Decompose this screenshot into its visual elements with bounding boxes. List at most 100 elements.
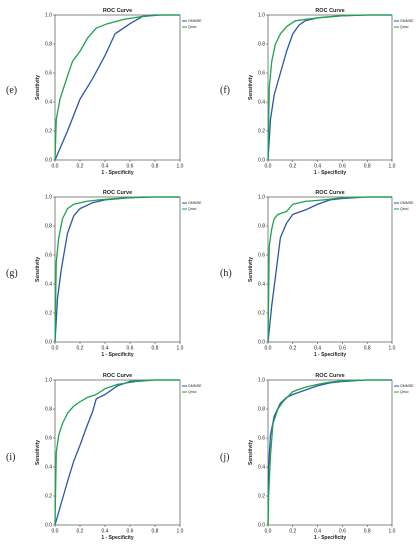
plot-frame xyxy=(54,196,181,343)
y-tick-label: 0.0 xyxy=(45,158,52,164)
y-tick-label: 0.8 xyxy=(45,42,52,48)
y-axis-label: Sensitivity xyxy=(35,75,41,100)
x-tick-label: 0.0 xyxy=(52,164,59,170)
legend-label: GMMSE xyxy=(400,19,414,23)
x-tick-label: 1.0 xyxy=(389,529,396,535)
x-tick-label: 0.6 xyxy=(127,529,134,535)
y-tick-label: 0.6 xyxy=(45,436,52,442)
chart-title: ROC Curve xyxy=(315,373,344,379)
panel-letter: (g) xyxy=(6,268,18,279)
y-tick-label: 1.0 xyxy=(45,378,52,384)
y-tick-label: 0.8 xyxy=(45,407,52,413)
y-tick-label: 0.4 xyxy=(258,100,265,106)
x-tick-label: 0.6 xyxy=(127,346,134,352)
y-tick-label: 0.8 xyxy=(258,407,265,413)
roc-panel: ROC Curve 0.0 0.2 0.4 0.6 0.8 1.0 0.0 0.2 0.4 0.6 0… xyxy=(6,190,202,358)
legend-label: Qmci xyxy=(400,25,409,29)
plot-frame xyxy=(54,14,181,161)
legend-label: GMMSE xyxy=(188,384,202,388)
panel-letter: (f) xyxy=(220,85,230,96)
legend-label: Qmci xyxy=(188,25,197,29)
y-tick-label: 0.2 xyxy=(45,311,52,317)
x-tick-label: 0.0 xyxy=(265,346,272,352)
y-tick-label: 1.0 xyxy=(258,195,265,201)
x-axis-label: 1 - Specificity xyxy=(314,535,346,541)
y-axis-label: Sensitivity xyxy=(248,75,254,100)
y-tick-label: 0.0 xyxy=(258,523,265,529)
series-line-1 xyxy=(54,196,180,343)
legend-label: Qmci xyxy=(188,207,197,211)
y-tick-label: 0.4 xyxy=(258,465,265,471)
y-tick-label: 0.0 xyxy=(45,340,52,346)
y-tick-label: 1.0 xyxy=(45,195,52,201)
series-line-1 xyxy=(267,14,392,161)
x-tick-label: 0.2 xyxy=(289,164,296,170)
x-tick-label: 0.2 xyxy=(289,529,296,535)
series-line-1 xyxy=(54,14,180,161)
series-line-2 xyxy=(267,379,392,526)
chart-title: ROC Curve xyxy=(103,190,132,196)
y-tick-label: 1.0 xyxy=(258,13,265,19)
x-tick-label: 0.8 xyxy=(364,346,371,352)
x-tick-label: 0.6 xyxy=(339,164,346,170)
y-tick-label: 0.6 xyxy=(45,71,52,77)
roc-panel: ROC Curve 0.0 0.2 0.4 0.6 0.8 1.0 0.0 0.2 0.4 0.6 0… xyxy=(220,8,414,176)
series-line-1 xyxy=(267,196,392,343)
x-tick-label: 0.4 xyxy=(314,164,321,170)
plot-frame xyxy=(267,14,393,161)
y-tick-label: 0.4 xyxy=(45,465,52,471)
legend-label: GMMSE xyxy=(188,19,202,23)
roc-panel: ROC Curve 0.0 0.2 0.4 0.6 0.8 1.0 0.0 0.2 0.4 0.6 0… xyxy=(220,373,414,541)
y-tick-label: 0.0 xyxy=(258,158,265,164)
y-tick-label: 0.2 xyxy=(258,129,265,135)
y-tick-label: 1.0 xyxy=(258,378,265,384)
x-tick-label: 0.6 xyxy=(339,529,346,535)
y-tick-label: 0.2 xyxy=(45,129,52,135)
legend-label: Qmci xyxy=(400,207,409,211)
x-axis-label: 1 - Specificity xyxy=(314,352,346,358)
x-tick-label: 1.0 xyxy=(177,346,184,352)
series-line-1 xyxy=(54,379,180,526)
x-axis-label: 1 - Specificity xyxy=(314,170,346,176)
x-tick-label: 0.2 xyxy=(77,164,84,170)
x-tick-label: 1.0 xyxy=(389,164,396,170)
x-tick-label: 0.0 xyxy=(265,529,272,535)
x-tick-label: 0.0 xyxy=(265,164,272,170)
x-tick-label: 0.8 xyxy=(152,346,159,352)
x-tick-label: 0.2 xyxy=(77,529,84,535)
legend-label: GMMSE xyxy=(400,384,414,388)
y-tick-label: 0.8 xyxy=(258,42,265,48)
roc-panel: ROC Curve 0.0 0.2 0.4 0.6 0.8 1.0 0.0 0.2 0.4 0.6 0… xyxy=(6,8,202,176)
legend-label: GMMSE xyxy=(188,201,202,205)
series-line-2 xyxy=(54,196,180,343)
roc-panel: ROC Curve 0.0 0.2 0.4 0.6 0.8 1.0 0.0 0.2 0.4 0.6 0… xyxy=(220,190,414,358)
series-line-1 xyxy=(267,379,392,526)
y-tick-label: 0.6 xyxy=(258,71,265,77)
x-tick-label: 0.0 xyxy=(52,529,59,535)
y-tick-label: 0.8 xyxy=(258,224,265,230)
y-tick-label: 0.8 xyxy=(45,224,52,230)
y-tick-label: 0.4 xyxy=(258,282,265,288)
plot-frame xyxy=(267,196,393,343)
x-tick-label: 0.8 xyxy=(364,529,371,535)
y-tick-label: 0.0 xyxy=(258,340,265,346)
y-tick-label: 1.0 xyxy=(45,13,52,19)
x-tick-label: 0.8 xyxy=(364,164,371,170)
series-line-2 xyxy=(267,14,392,161)
y-tick-label: 0.0 xyxy=(45,523,52,529)
x-tick-label: 1.0 xyxy=(177,164,184,170)
panel-letter: (j) xyxy=(220,452,229,463)
series-line-2 xyxy=(54,14,180,161)
y-tick-label: 0.6 xyxy=(258,436,265,442)
x-tick-label: 0.8 xyxy=(152,529,159,535)
y-tick-label: 0.6 xyxy=(258,253,265,259)
x-tick-label: 0.2 xyxy=(77,346,84,352)
series-line-2 xyxy=(54,379,180,526)
panel-letter: (e) xyxy=(6,85,17,96)
panel-letter: (h) xyxy=(220,268,232,279)
x-axis-label: 1 - Specificity xyxy=(101,352,133,358)
chart-title: ROC Curve xyxy=(103,373,132,379)
x-tick-label: 1.0 xyxy=(177,529,184,535)
y-axis-label: Sensitivity xyxy=(248,257,254,282)
